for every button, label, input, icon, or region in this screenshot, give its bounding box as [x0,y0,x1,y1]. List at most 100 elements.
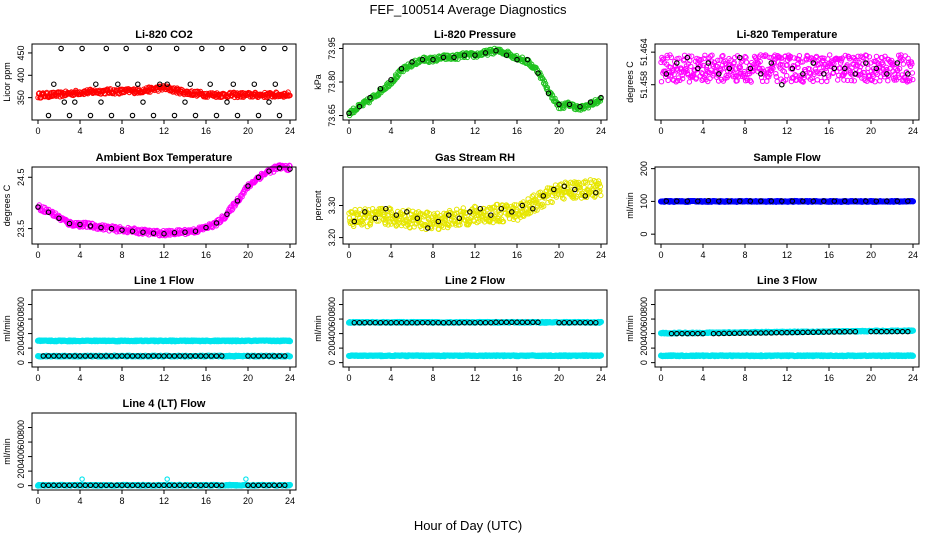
data-point [435,218,442,225]
data-point [873,328,880,335]
x-tick-label: 4 [388,250,393,260]
data-point [66,353,73,359]
y-tick-label: 200 [16,341,26,356]
data-point [51,81,57,87]
data-point [234,198,241,204]
data-point [884,71,890,77]
data-point [250,353,257,359]
data-point [45,112,52,119]
data-point [467,209,473,215]
data-point [509,209,515,215]
data-point [182,353,188,359]
data-point [905,55,911,62]
data-point [758,330,764,336]
data-point [821,71,827,77]
data-point [493,47,499,54]
data-point [774,78,780,85]
data-point [182,99,188,105]
x-tick-label: 12 [470,126,480,136]
data-point [414,215,421,222]
data-point [674,330,680,337]
data-point [757,58,763,65]
data-point [82,353,89,359]
data-point [419,319,426,326]
data-point [716,71,722,77]
y-tick-label: 0 [639,360,649,365]
y-tick-label: 0 [327,360,337,365]
data-point [541,203,547,209]
data-point [779,198,785,204]
data-point [827,52,833,58]
data-point [287,92,293,99]
data-point [835,77,841,83]
data-point [700,330,706,337]
data-point [879,60,885,66]
data-point [884,198,890,204]
data-point [844,62,850,68]
data-point [271,353,278,359]
data-point [556,101,562,108]
data-point [255,353,262,359]
data-point [419,56,426,63]
series-2 [657,352,917,360]
x-tick-label: 16 [512,250,522,260]
data-point [261,45,267,52]
data-point [234,112,241,119]
panel-title: Line 4 (LT) Flow [123,398,206,410]
x-tick-label: 8 [742,250,747,260]
series-3 [40,353,288,359]
data-point [737,54,743,61]
data-point [735,74,742,80]
data-point [115,81,121,87]
data-point [409,319,415,326]
y-tick-label: 73.95 [327,37,337,60]
x-tick-label: 0 [658,250,663,260]
data-point [821,198,827,204]
data-point [665,77,671,84]
data-point [213,353,220,359]
series-1 [657,197,917,205]
data-point [66,112,73,119]
data-point [135,81,141,87]
x-tick-label: 0 [346,126,351,136]
data-point [731,330,738,337]
data-point [688,63,694,70]
x-tick-label: 24 [596,126,606,136]
data-point [595,178,602,184]
data-point [900,61,907,67]
x-tick-label: 8 [742,373,747,383]
data-point [409,59,415,65]
y-tick-label: 800 [327,297,337,312]
data-point [472,319,478,326]
data-point [472,204,479,210]
data-point [577,103,583,110]
data-point [372,319,379,326]
data-point [800,329,806,336]
data-point [182,229,188,235]
data-point [689,53,695,59]
data-point [672,63,679,69]
data-point [747,65,754,72]
data-point [430,56,436,63]
data-point [684,330,691,337]
data-point [385,212,391,219]
series-2 [345,352,605,360]
data-point [716,198,722,204]
data-point [836,329,843,335]
data-point [140,99,146,105]
data-point [789,329,796,336]
panel-title: Li-820 Temperature [737,29,838,41]
x-tick-label: 24 [596,250,606,260]
x-tick-label: 24 [908,250,918,260]
data-point [503,319,510,326]
plot-frame [31,43,297,121]
data-point [700,62,707,69]
panel-title: Line 1 Flow [134,275,194,287]
data-point [367,94,373,101]
plot-frame [654,166,920,245]
data-point [359,222,365,228]
data-point [266,99,272,105]
data-point [676,55,682,61]
